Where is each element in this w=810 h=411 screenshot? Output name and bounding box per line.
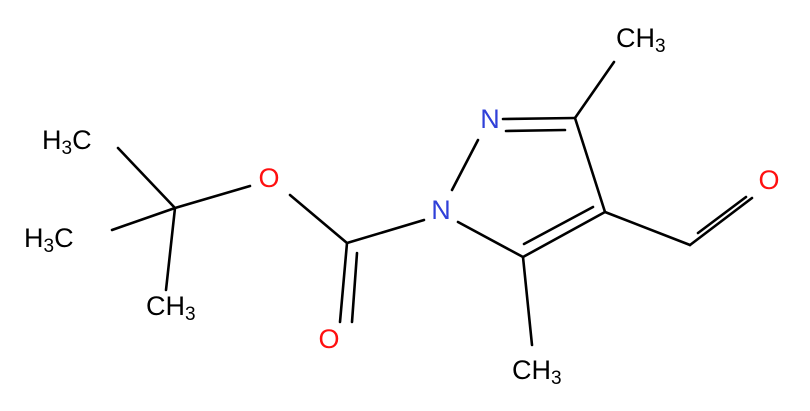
bonds [110,60,754,347]
bond [164,206,177,292]
bond [573,60,616,120]
bond [504,128,567,133]
bond [116,146,177,210]
atom-label: H3C [24,223,74,257]
bond [501,116,577,121]
atom-label: O [758,165,779,195]
bond [456,220,525,259]
bond [288,193,349,245]
bond [338,241,349,324]
atom-label: CH3 [512,355,562,389]
atom-label: N [431,195,451,225]
atom-label: N [480,104,500,134]
bond [350,251,359,324]
bond [521,210,607,259]
bond [522,205,595,246]
atom-label: H3C [42,125,92,159]
bond [110,206,177,232]
atom-label: O [258,163,279,193]
atom-label: O [318,324,339,354]
atom-label: CH3 [616,23,666,57]
bond [173,184,252,210]
bond [450,138,480,192]
bond [345,218,426,245]
bond [573,116,607,214]
bond [688,196,754,247]
bond [696,195,748,235]
bond [521,255,534,347]
atom-label: CH3 [146,291,196,325]
bond [603,210,692,247]
